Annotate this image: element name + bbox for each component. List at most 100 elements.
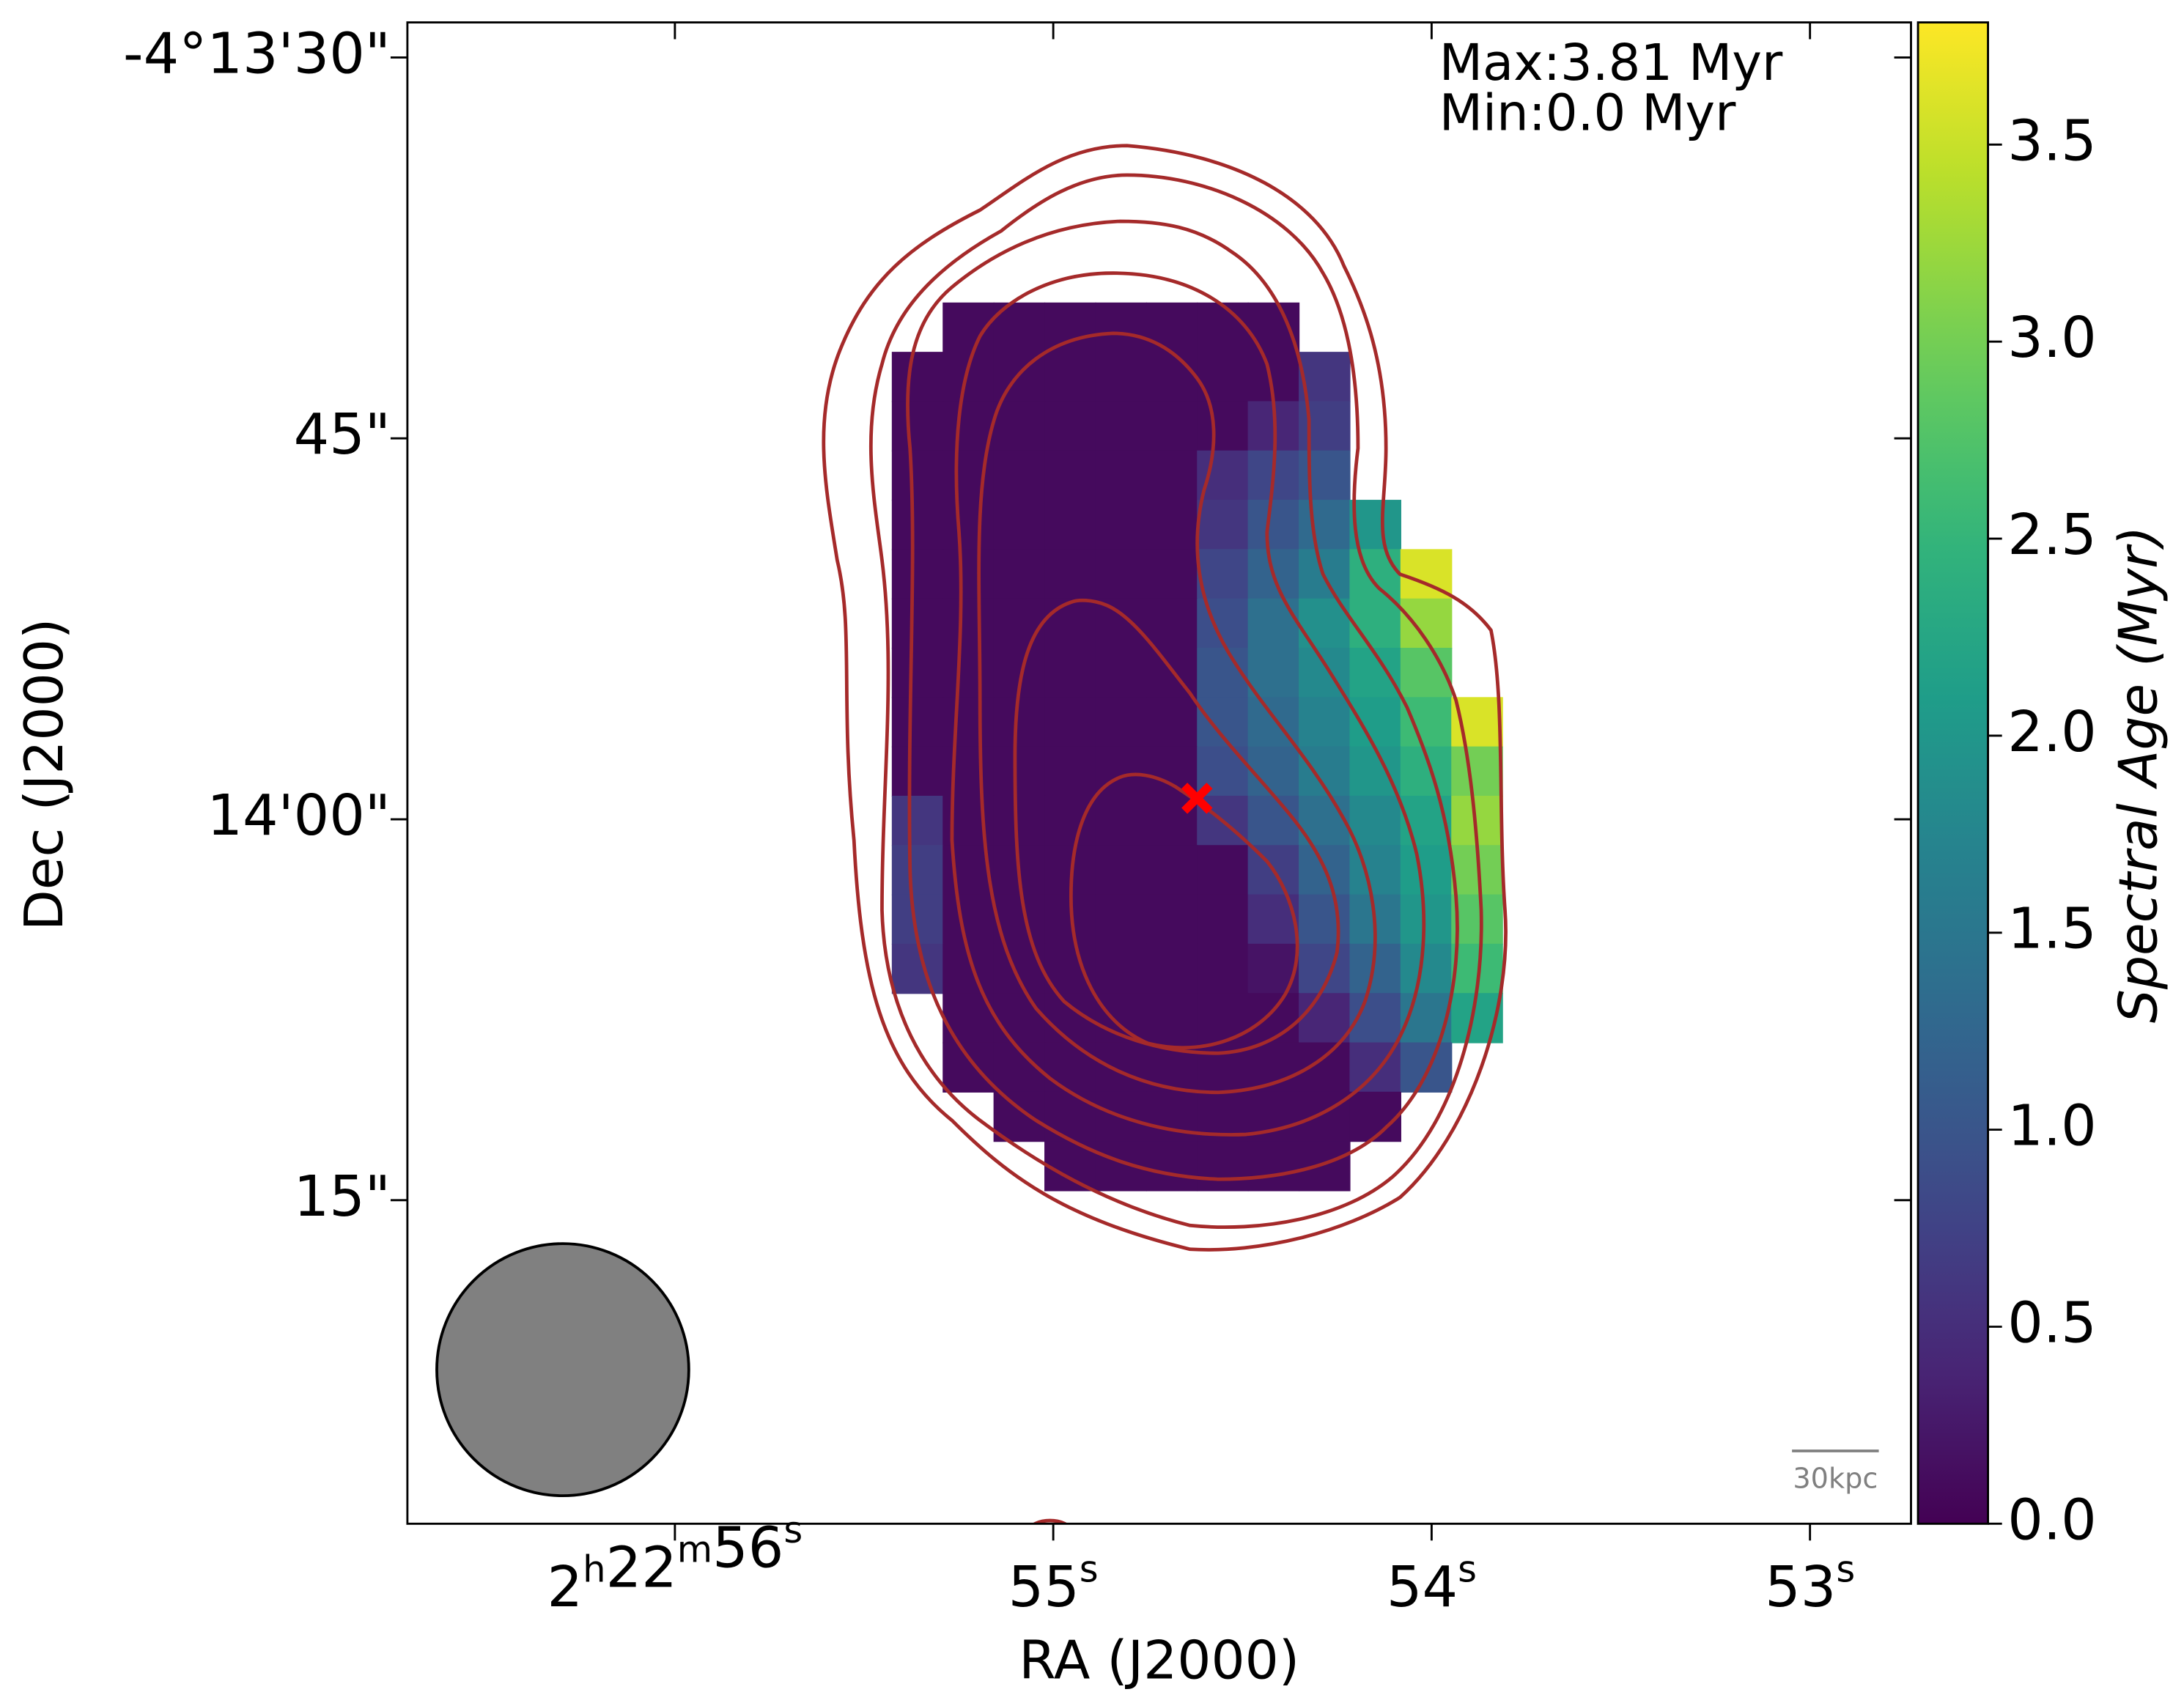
colorbar [1916,21,1989,1525]
pixel [993,993,1046,1043]
pixel [1197,845,1249,895]
pixel [1247,1042,1300,1093]
pixel [1044,795,1096,846]
pixel [1146,1141,1198,1192]
pixel [1247,795,1300,846]
pixel [1197,943,1249,994]
pixel [1349,795,1401,846]
pixel [1044,302,1096,353]
pixel [891,845,944,895]
pixel [1044,1042,1096,1093]
contour [977,331,1377,1095]
contour [950,271,1426,1137]
y-tick-label: -4°13'30" [123,21,391,86]
pixel [1146,549,1198,599]
contour [906,219,1459,1181]
pixel [1349,845,1401,895]
pixel [1349,697,1401,747]
pixel [891,746,944,797]
pixel [1095,697,1147,747]
colorbar-tick-label: 2.0 [2007,700,2096,765]
pixel [942,500,995,550]
pixel [942,352,995,402]
pixel [1146,993,1198,1043]
pixel [1095,450,1147,501]
pixel [993,1091,1046,1142]
pixel [1095,302,1147,353]
colorbar-label: Spectral Age (Myr) [2109,526,2170,1024]
pixel [1044,647,1096,698]
pixel [1095,845,1147,895]
pixel [1095,500,1147,550]
colorbar-tick-label: 3.5 [2007,108,2096,174]
x-tick-label: 55s [1008,1548,1099,1620]
contours [822,144,1508,1524]
pixel [891,943,944,994]
pixel [891,697,944,747]
pixel [1044,549,1096,599]
core-marker [1181,783,1213,814]
pixel [993,500,1046,550]
pixel [1146,894,1198,945]
pixel [1044,697,1096,747]
pixel [1299,500,1351,550]
colorbar-tick-label: 2.5 [2007,503,2096,568]
y-tick-label: 15" [294,1164,391,1230]
pixel [1247,302,1300,353]
pixel [1197,697,1249,747]
pixel [993,549,1046,599]
pixel [1299,993,1351,1043]
pixel [1400,697,1453,747]
pixel [993,401,1046,451]
colorbar-tick-label: 1.5 [2007,897,2096,962]
pixel [891,352,944,402]
pixel [1349,598,1401,649]
pixel [1146,697,1198,747]
pixel [1299,450,1351,501]
colorbar-tick-label: 3.0 [2007,306,2096,371]
pixel [1197,1141,1249,1192]
pixel [942,401,995,451]
x-tick-label: 2h22m56s [547,1508,803,1620]
pixel [993,598,1046,649]
pixel [891,450,944,501]
contour [822,144,1508,1252]
pixel [1451,746,1503,797]
pixel [993,943,1046,994]
pixel [993,450,1046,501]
pixel [1146,302,1198,353]
pixel [1095,549,1147,599]
colorbar-tick-label: 0.5 [2007,1290,2096,1356]
pixel [891,598,944,649]
annotation: Min:0.0 Myr [1439,84,1736,143]
pixel [942,598,995,649]
colorbar-tick-label: 0.0 [2007,1488,2096,1553]
beam [435,1242,690,1498]
pixel [1247,598,1300,649]
pixel [1146,352,1198,402]
pixel [1247,746,1300,797]
pixel [1451,894,1503,945]
x-tick-label: 53s [1765,1548,1855,1620]
axes-frame [406,21,1912,1525]
pixel [1247,993,1300,1043]
pixel [1451,697,1503,747]
pixel [1299,1141,1351,1192]
pixel [1299,697,1351,747]
pixel [1146,1091,1198,1142]
pixel [1044,746,1096,797]
pixel [1197,549,1249,599]
pixel [1197,500,1249,550]
pixel [1197,401,1249,451]
pixel [1095,401,1147,451]
pixel [891,401,944,451]
pixel [1146,450,1198,501]
pixel [1044,401,1096,451]
pixel [942,1042,995,1093]
pixel [1146,598,1198,649]
pixel [942,647,995,698]
pixel [1044,450,1096,501]
pixel [1146,401,1198,451]
pixel [1400,845,1453,895]
